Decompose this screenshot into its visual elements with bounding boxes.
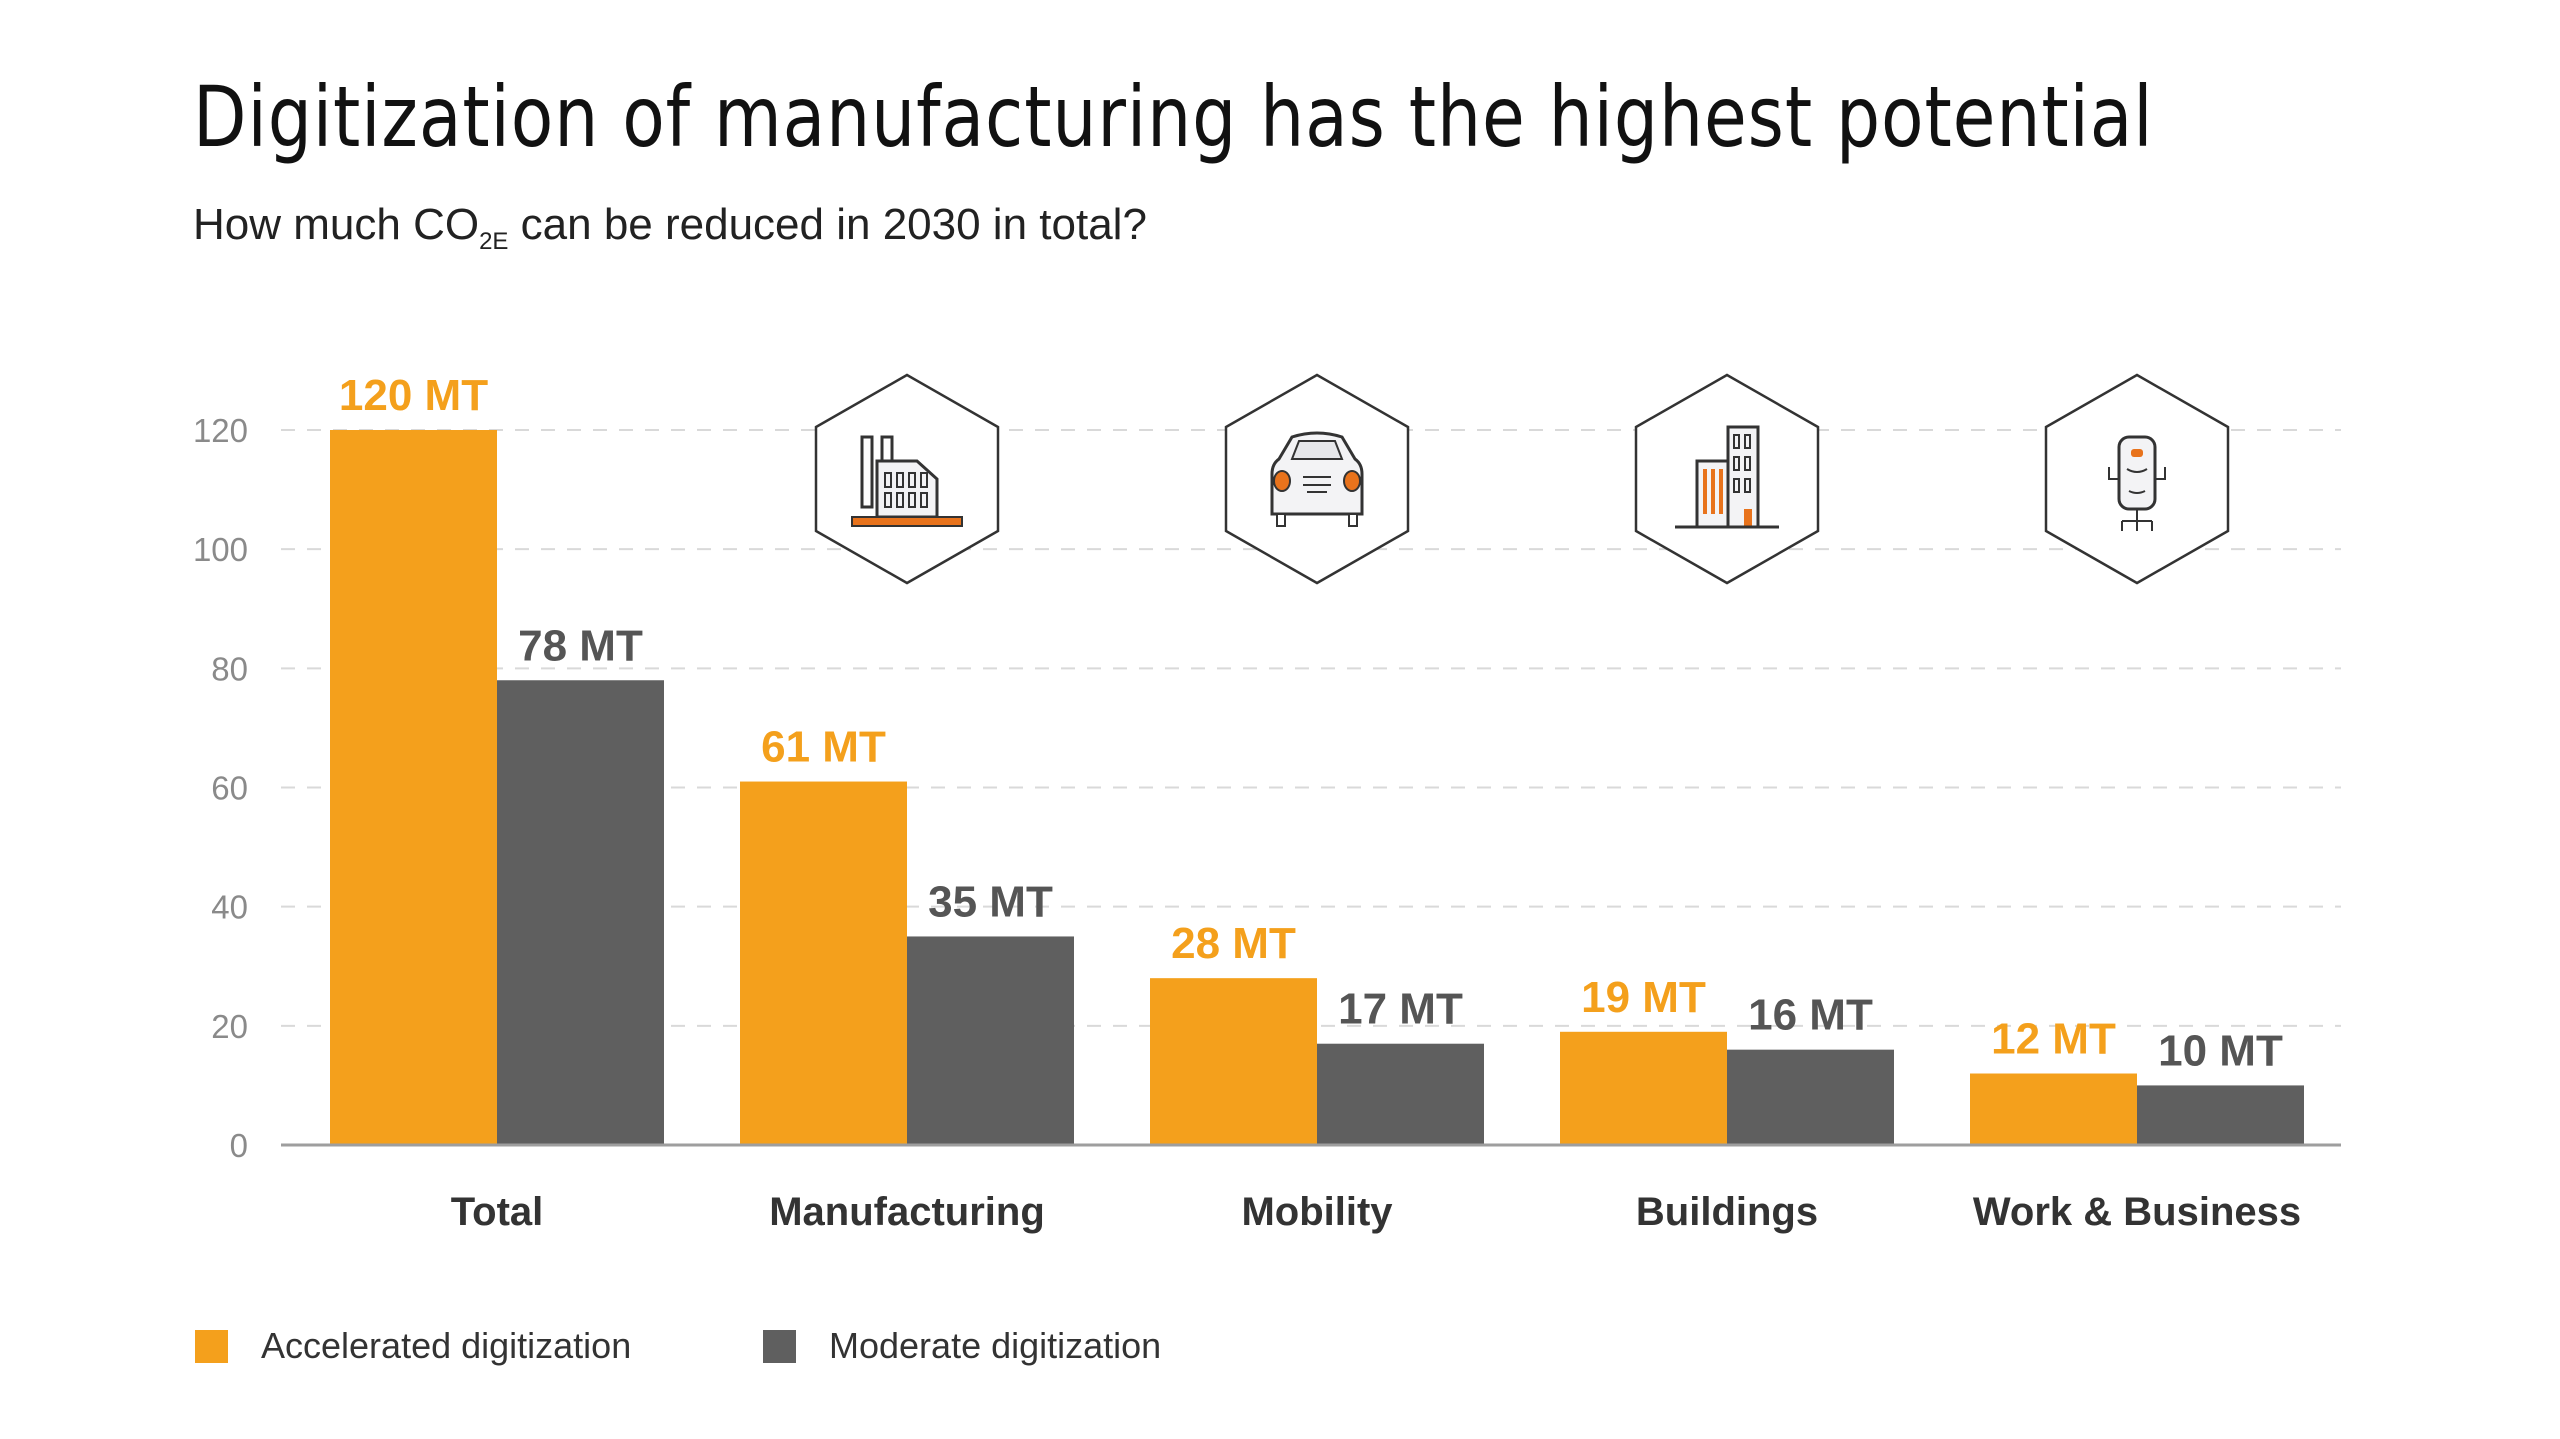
bar-accelerated xyxy=(1150,978,1317,1145)
x-category-label: Buildings xyxy=(1636,1190,1818,1234)
y-tick-label: 60 xyxy=(211,770,248,807)
chart-subtitle: How much CO2E can be reduced in 2030 in … xyxy=(193,200,1147,256)
data-label: 19 MT xyxy=(1581,973,1706,1022)
data-label: 28 MT xyxy=(1171,919,1296,968)
subtitle-subscript: 2E xyxy=(479,227,509,255)
y-tick-label: 20 xyxy=(211,1008,248,1045)
y-tick-label: 120 xyxy=(193,412,248,449)
y-tick-label: 100 xyxy=(193,531,248,568)
office-chair-icon xyxy=(2044,373,2230,585)
bar-moderate xyxy=(497,680,664,1145)
data-label: 17 MT xyxy=(1338,985,1463,1034)
bar-accelerated xyxy=(330,430,497,1145)
data-label: 12 MT xyxy=(1991,1015,2116,1064)
chart-title: Digitization of manufacturing has the hi… xyxy=(193,68,2154,166)
car-icon xyxy=(1224,373,1410,585)
bar-moderate xyxy=(907,936,1074,1145)
subtitle-suffix: can be reduced in 2030 in total? xyxy=(508,200,1147,249)
legend-item-moderate: Moderate digitization xyxy=(763,1325,1161,1367)
data-label: 61 MT xyxy=(761,723,886,772)
data-label: 16 MT xyxy=(1748,991,1873,1040)
bar-moderate xyxy=(2137,1085,2304,1145)
legend-label-moderate: Moderate digitization xyxy=(829,1325,1162,1366)
x-category-label: Total xyxy=(451,1190,544,1234)
y-tick-label: 0 xyxy=(230,1127,248,1164)
bar-moderate xyxy=(1727,1049,1894,1145)
bar-accelerated xyxy=(740,781,907,1145)
legend-swatch-accelerated xyxy=(195,1329,228,1363)
legend-item-accelerated: Accelerated digitization xyxy=(195,1325,631,1367)
bar-moderate xyxy=(1317,1043,1484,1145)
y-tick-label: 80 xyxy=(211,650,248,687)
x-category-label: Manufacturing xyxy=(769,1190,1045,1234)
legend-swatch-moderate xyxy=(763,1329,796,1363)
y-tick-label: 40 xyxy=(211,889,248,926)
data-label: 35 MT xyxy=(928,877,1053,926)
x-category-label: Work & Business xyxy=(1973,1190,2301,1234)
data-label: 10 MT xyxy=(2158,1026,2283,1075)
data-label: 78 MT xyxy=(518,621,643,670)
subtitle-prefix: How much CO xyxy=(193,200,480,249)
bar-accelerated xyxy=(1560,1031,1727,1145)
data-label: 120 MT xyxy=(339,371,488,420)
bar-accelerated xyxy=(1970,1073,2137,1145)
factory-icon xyxy=(814,373,1000,585)
office-building-icon xyxy=(1634,373,1820,585)
x-category-label: Mobility xyxy=(1241,1190,1393,1234)
legend-label-accelerated: Accelerated digitization xyxy=(261,1325,632,1366)
